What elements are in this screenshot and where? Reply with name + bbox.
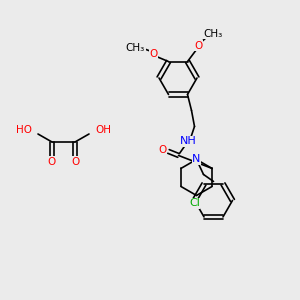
Text: O: O	[48, 157, 56, 167]
Text: OH: OH	[95, 125, 111, 135]
Text: Cl: Cl	[189, 199, 200, 208]
Text: O: O	[158, 146, 166, 155]
Text: O: O	[71, 157, 79, 167]
Text: CH₃: CH₃	[126, 43, 145, 52]
Text: HO: HO	[16, 125, 32, 135]
Text: O: O	[149, 49, 158, 58]
Text: NH: NH	[180, 136, 197, 146]
Text: CH₃: CH₃	[203, 28, 222, 38]
Text: O: O	[194, 40, 202, 50]
Text: N: N	[192, 154, 201, 164]
